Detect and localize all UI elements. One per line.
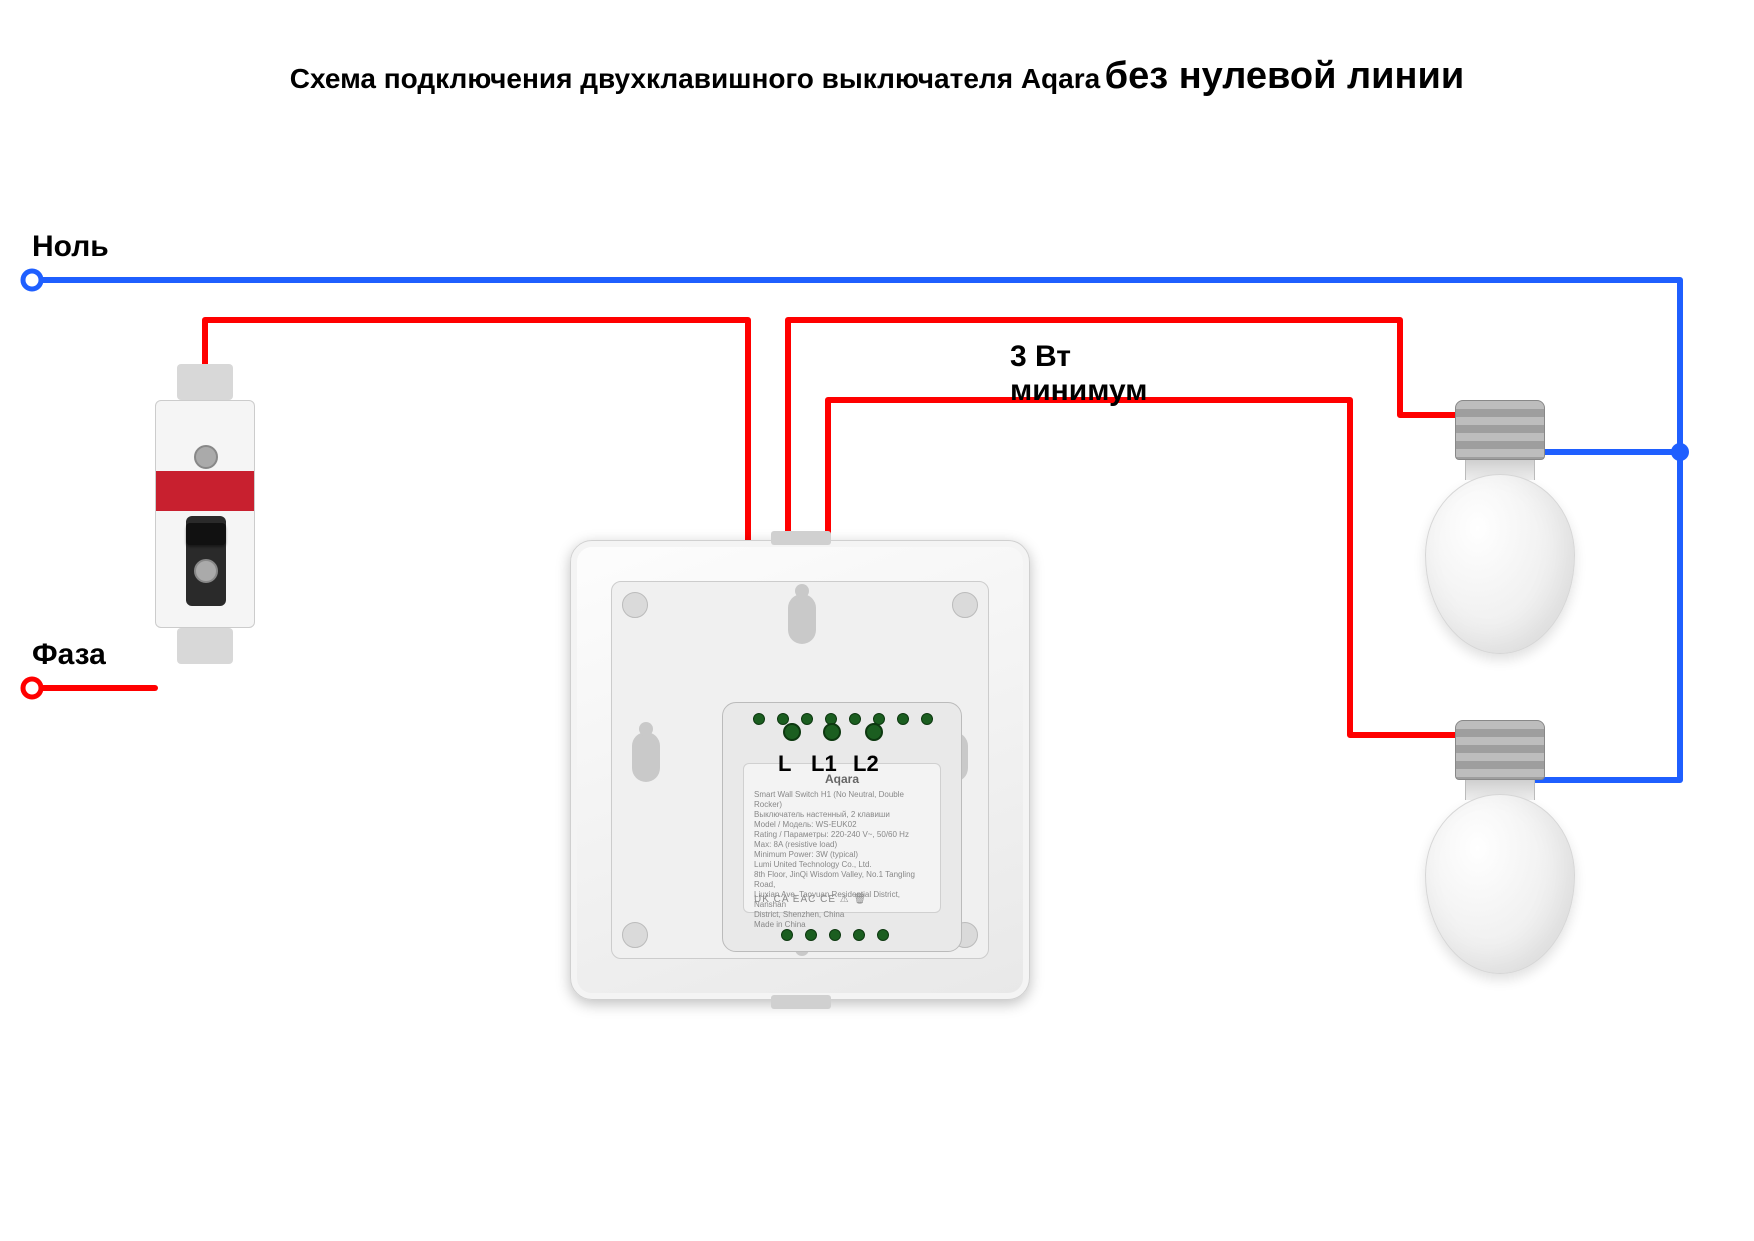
breaker-toggle-knob	[186, 523, 226, 545]
title-part2: без нулевой линии	[1105, 55, 1465, 97]
breaker-terminal-bottom	[194, 559, 218, 583]
screw-hole-icon	[622, 922, 648, 948]
diagram-title: Схема подключения двухклавишного выключа…	[0, 55, 1754, 98]
switch-spec-label: Aqara Smart Wall Switch H1 (No Neutral, …	[743, 763, 941, 913]
cert-marks: UK CA EAC CE ⚠ 🗑	[754, 894, 867, 907]
spec-line: Lumi United Technology Co., Ltd.	[754, 860, 930, 870]
spec-line: Smart Wall Switch H1 (No Neutral, Double…	[754, 790, 930, 810]
spec-line: 8th Floor, JinQi Wisdom Valley, No.1 Tan…	[754, 870, 930, 890]
min-power-line1: 3 Вт	[1010, 340, 1071, 373]
switch-plate: Aqara Smart Wall Switch H1 (No Neutral, …	[611, 581, 989, 959]
breaker-terminal-top	[194, 445, 218, 469]
terminal-L	[783, 723, 801, 741]
spec-line: Rating / Параметры: 220-240 V~, 50/60 Hz	[754, 830, 930, 840]
switch-module: Aqara Smart Wall Switch H1 (No Neutral, …	[722, 702, 962, 952]
phase-label: Фаза	[32, 638, 106, 672]
terminal-label-L1: L1	[811, 751, 837, 777]
mount-tab-top	[771, 531, 831, 545]
breaker-rail-top	[177, 364, 233, 400]
terminal-L2	[865, 723, 883, 741]
spec-line: Model / Модель: WS-EUK02	[754, 820, 930, 830]
neutral-label: Ноль	[32, 230, 109, 264]
spec-line: District, Shenzhen, China	[754, 910, 930, 920]
switch-spec-text: Smart Wall Switch H1 (No Neutral, Double…	[754, 790, 930, 930]
spec-line: Minimum Power: 3W (typical)	[754, 850, 930, 860]
min-power-label: 3 Вт минимум	[1010, 340, 1147, 408]
light-bulb-2	[1420, 720, 1580, 974]
keyhole-top	[788, 594, 816, 644]
light-bulb-1	[1420, 400, 1580, 654]
min-power-line2: минимум	[1010, 374, 1147, 407]
module-top-screws	[753, 713, 933, 725]
mount-tab-bottom	[771, 995, 831, 1009]
bulb-socket	[1455, 400, 1545, 460]
aqara-switch: Aqara Smart Wall Switch H1 (No Neutral, …	[570, 540, 1030, 1000]
keyhole-left	[632, 732, 660, 782]
bulb-socket	[1455, 720, 1545, 780]
terminal-label-L: L	[778, 751, 791, 777]
bulb-glass	[1425, 794, 1575, 974]
spec-line: Выключатель настенный, 2 клавиши	[754, 810, 930, 820]
breaker-body	[155, 400, 255, 628]
breaker-rail-bottom	[177, 628, 233, 664]
terminal-label-L2: L2	[853, 751, 879, 777]
screw-hole-icon	[622, 592, 648, 618]
screw-hole-icon	[952, 592, 978, 618]
module-bottom-screws	[781, 929, 889, 941]
terminal-L1	[823, 723, 841, 741]
bulb-glass	[1425, 474, 1575, 654]
title-part1: Схема подключения двухклавишного выключа…	[290, 63, 1100, 94]
breaker-red-band	[156, 471, 254, 511]
spec-line: Max: 8A (resistive load)	[754, 840, 930, 850]
circuit-breaker	[155, 364, 255, 664]
